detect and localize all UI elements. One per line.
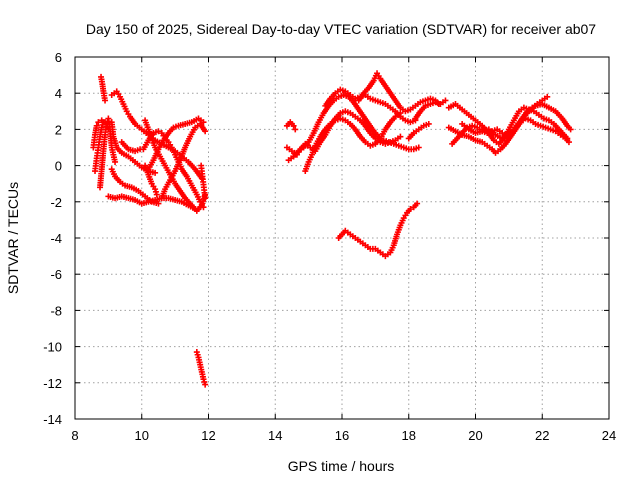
x-tick-label: 10	[135, 428, 149, 443]
series-arc-q	[283, 119, 299, 133]
data-point	[567, 126, 574, 133]
x-tick-label: 14	[268, 428, 282, 443]
series-arc-cc	[459, 101, 574, 142]
data-point	[397, 133, 404, 140]
series-arc-d	[98, 73, 109, 104]
series-arc-l	[158, 120, 209, 202]
y-tick-label: 6	[55, 50, 62, 65]
series-arc-t	[302, 110, 404, 175]
data-point	[112, 158, 119, 165]
x-tick-label: 20	[468, 428, 482, 443]
data-point	[202, 381, 209, 388]
y-tick-label: 0	[55, 159, 62, 174]
y-tick-label: -10	[43, 340, 62, 355]
data-point	[415, 144, 422, 151]
data-point	[425, 120, 432, 127]
series-arc-v	[355, 70, 442, 115]
data-point	[565, 139, 572, 146]
data-point	[155, 128, 162, 135]
y-tick-label: -8	[50, 303, 62, 318]
data-point	[100, 119, 107, 126]
x-tick-label: 8	[71, 428, 78, 443]
grid-layer	[75, 57, 609, 419]
data-point	[95, 119, 102, 126]
y-tick-label: -12	[43, 376, 62, 391]
series-arc-b	[92, 119, 107, 175]
data-point	[152, 169, 159, 176]
series-arc-o	[198, 162, 209, 202]
chart-title: Day 150 of 2025, Sidereal Day-to-day VTE…	[86, 21, 596, 37]
y-tick-label: -2	[50, 195, 62, 210]
data-point	[442, 97, 449, 104]
series-arc-i	[118, 139, 144, 155]
data-point	[202, 128, 209, 135]
series-arc-g	[108, 166, 162, 207]
series-arc-n	[142, 162, 160, 198]
series-arc-w	[412, 97, 449, 122]
series-arc-m	[145, 115, 207, 173]
x-tick-label: 22	[535, 428, 549, 443]
series-arc-y	[335, 200, 421, 260]
x-tick-label: 24	[602, 428, 616, 443]
data-point	[93, 122, 100, 129]
series-arc-f	[105, 193, 199, 213]
series-arc-aa	[445, 115, 572, 156]
y-axis-title: SDTVAR / TECUs	[5, 182, 21, 294]
y-tick-label: 4	[55, 86, 62, 101]
data-point	[544, 93, 551, 100]
x-axis-title: GPS time / hours	[288, 458, 395, 474]
data-point	[414, 200, 421, 207]
y-tick-label: -6	[50, 267, 62, 282]
data-point	[292, 126, 299, 133]
x-tick-label: 16	[335, 428, 349, 443]
series-arc-s	[283, 108, 404, 158]
data-point	[102, 97, 109, 104]
data-point	[153, 191, 160, 198]
y-tick-label: 2	[55, 122, 62, 137]
x-tick-label: 18	[402, 428, 416, 443]
data-point	[200, 119, 207, 126]
y-tick-label: -4	[50, 231, 62, 246]
data-point	[202, 195, 209, 202]
data-point	[407, 206, 414, 213]
series-arc-p	[193, 349, 209, 388]
series-arc-x	[405, 120, 432, 142]
data-point	[155, 200, 162, 207]
data-point	[200, 204, 207, 211]
data-point	[290, 122, 297, 129]
y-tick-label: -14	[43, 412, 62, 427]
x-tick-label: 12	[201, 428, 215, 443]
marks-layer	[90, 70, 574, 388]
